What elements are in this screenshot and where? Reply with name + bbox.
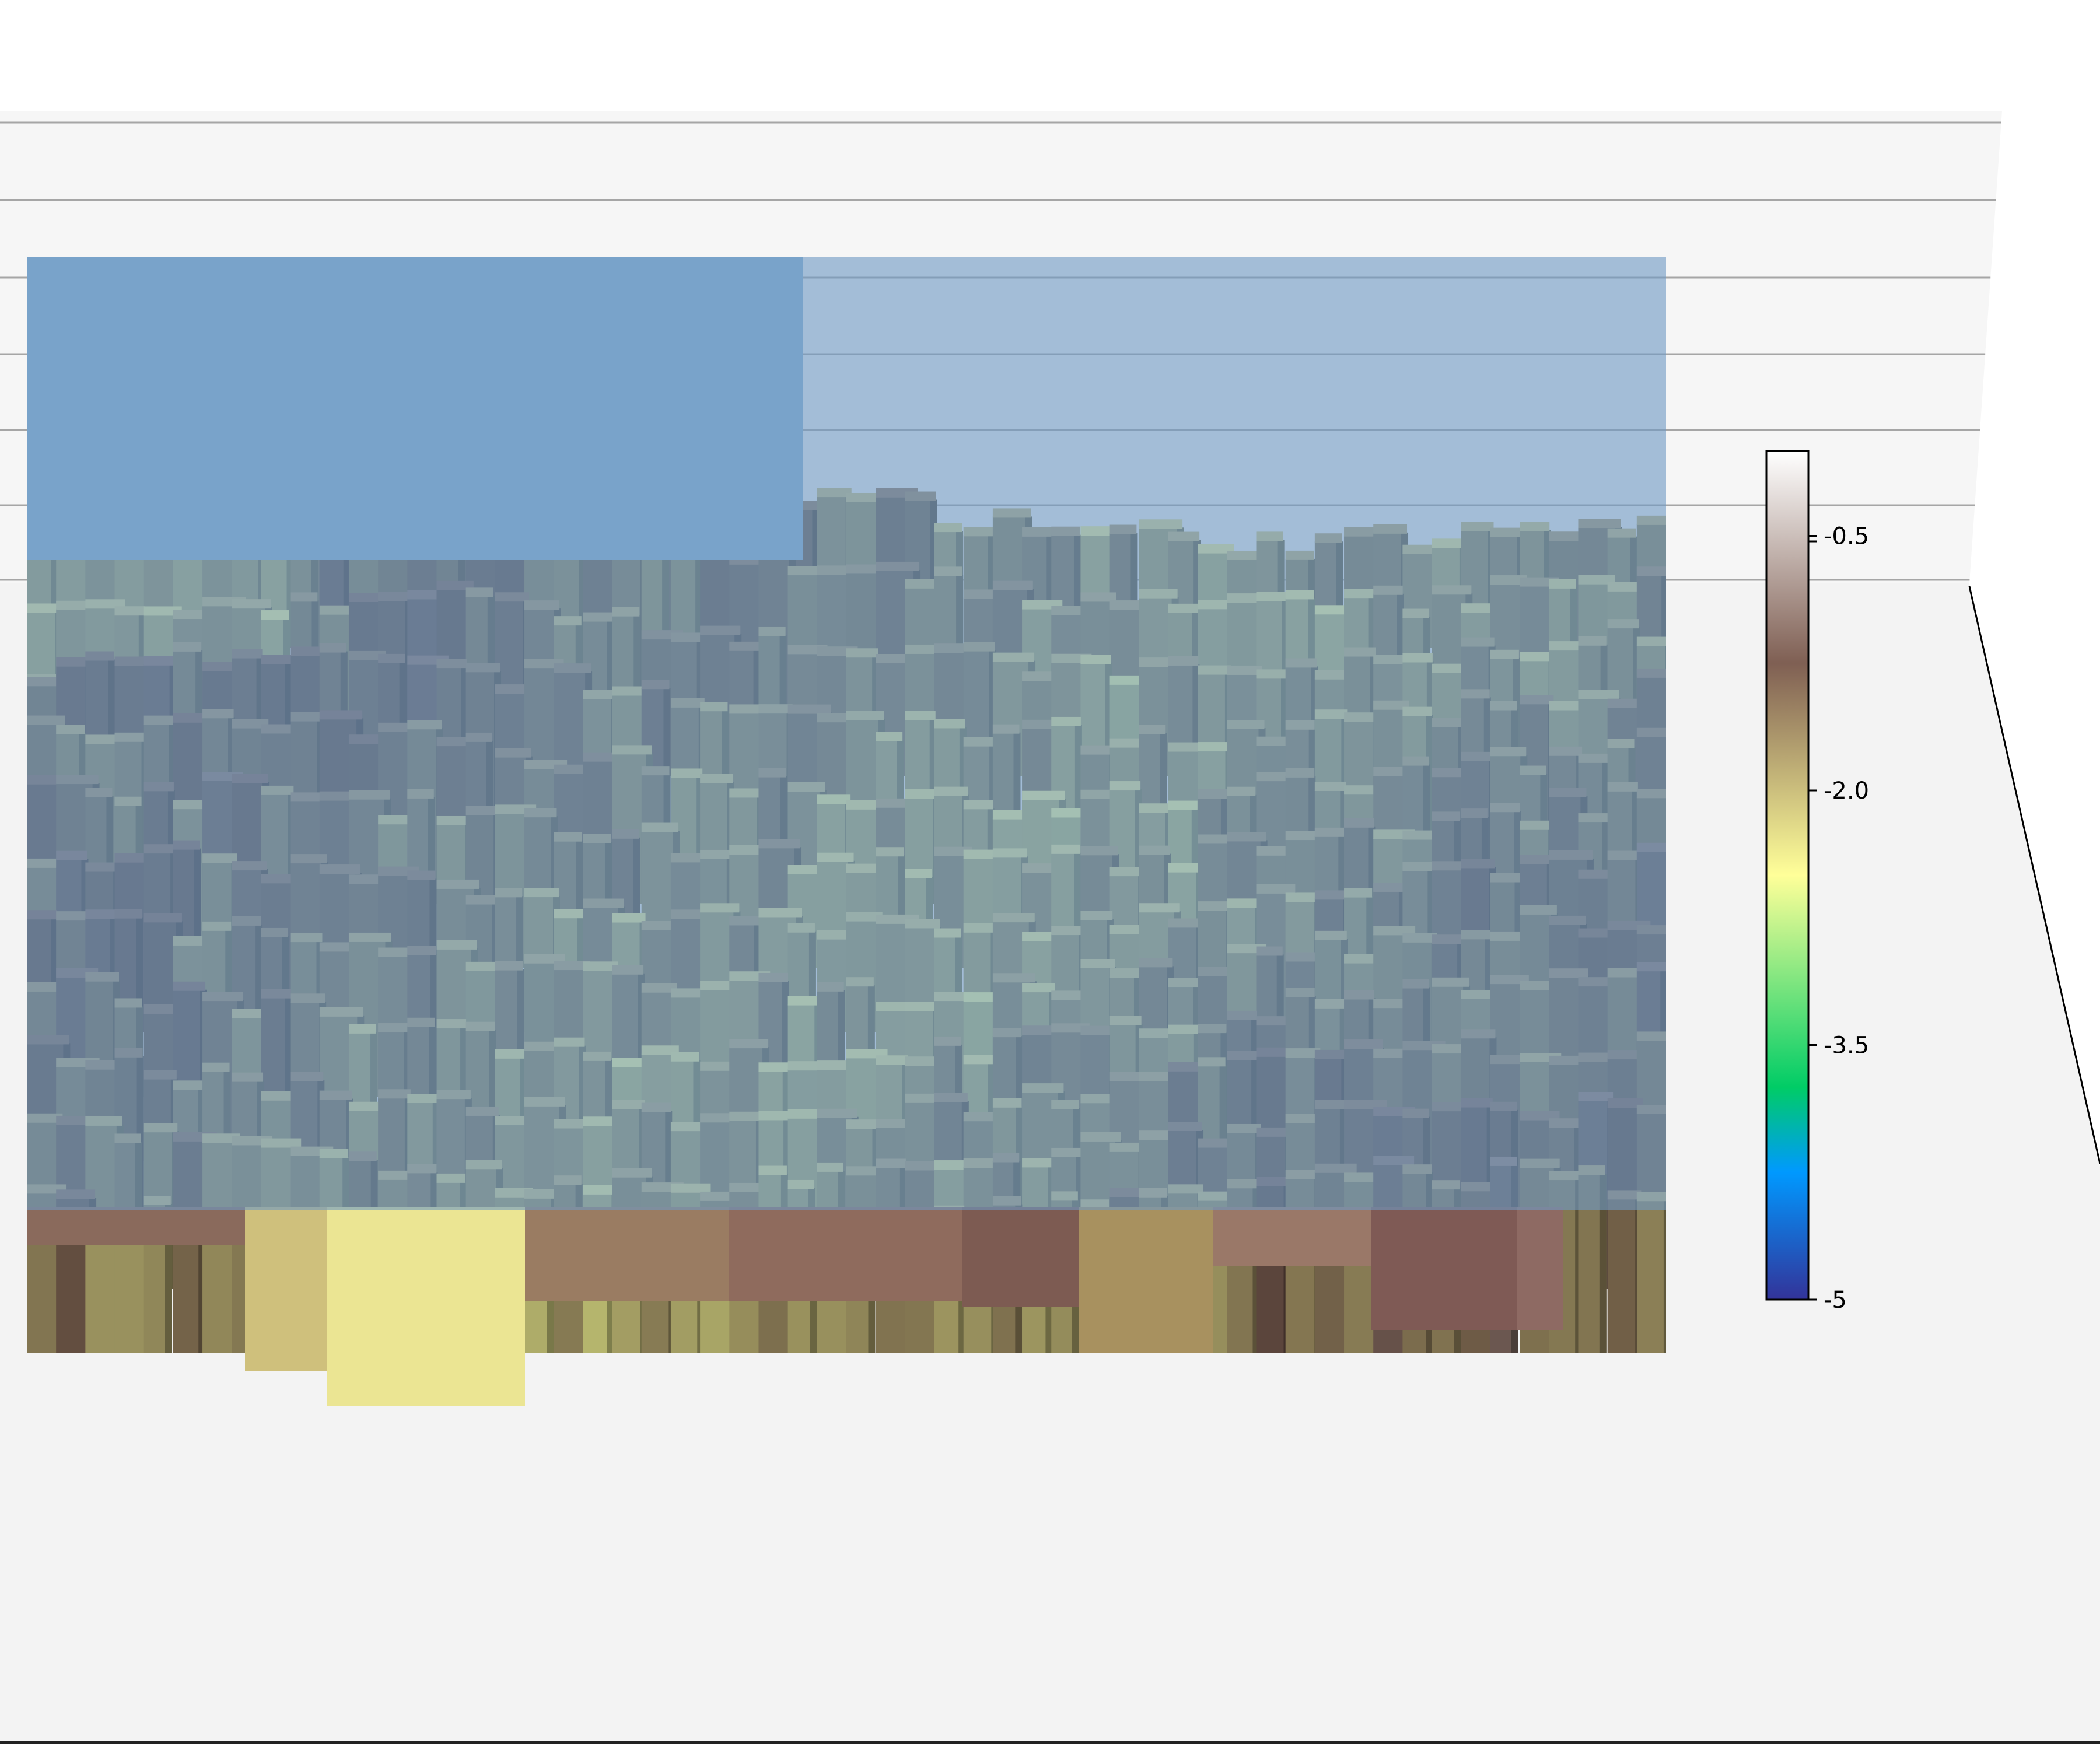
- pane-edge-right: [1968, 586, 2100, 1164]
- terrain-bar: [1371, 1208, 1517, 1330]
- colorbar-tick-label: -5: [1824, 1287, 1847, 1314]
- colorbar-tick-label: -0.5: [1824, 523, 1869, 550]
- terrain-bar: [1213, 1208, 1371, 1266]
- terrain-bar: [245, 1208, 327, 1371]
- colorbar-ticks: -0.5 -2.0 -3.5 -5: [1808, 523, 1869, 1314]
- terrain-bar: [327, 1208, 525, 1406]
- colorbar: -0.5 -2.0 -3.5 -5: [1765, 450, 1869, 1314]
- colorbar-gradient: [1765, 450, 1810, 1301]
- terrain-bar: [525, 1208, 729, 1301]
- terrain-bar: [963, 1208, 1079, 1307]
- terrain-bar: [27, 1208, 245, 1245]
- overlay-plane: [27, 257, 1666, 1210]
- terrain-bar: [1517, 1208, 1563, 1330]
- terrain-bar: [1079, 1208, 1213, 1353]
- terrain-bar: [729, 1208, 963, 1301]
- overlay-plane-face: [27, 257, 1666, 1210]
- colorbar-tick-label: -2.0: [1824, 778, 1869, 804]
- colorbar-tick-label: -3.5: [1824, 1032, 1869, 1059]
- terrain-bar: [1636, 1192, 1666, 1353]
